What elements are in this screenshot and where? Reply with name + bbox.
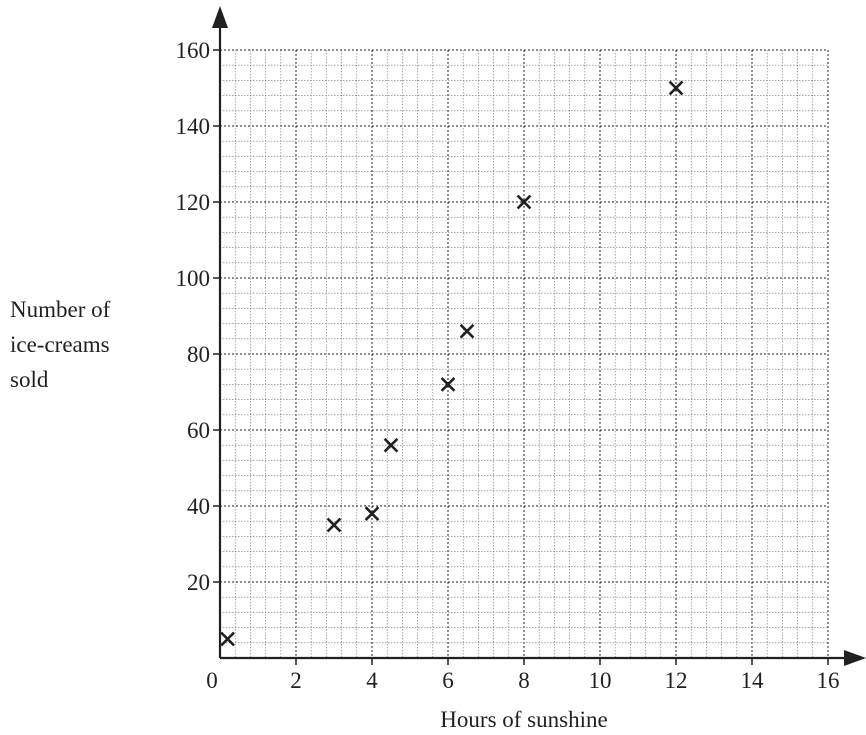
- plot-grid: [219, 49, 829, 659]
- data-point: [459, 323, 475, 339]
- y-tick-label: 160: [176, 38, 211, 63]
- y-tick-label: 140: [176, 114, 211, 139]
- data-point: [326, 517, 342, 533]
- y-tick-label: 20: [187, 570, 210, 595]
- y-tick-label: 40: [187, 494, 210, 519]
- x-tick-label: 8: [518, 668, 530, 693]
- x-axis-arrow: [844, 650, 866, 666]
- data-points: [220, 80, 684, 647]
- x-tick-label: 12: [665, 668, 688, 693]
- x-tick-label: 10: [589, 668, 612, 693]
- data-point: [364, 506, 380, 521]
- x-tick-label: 6: [442, 668, 454, 693]
- tick-labels: 0 2 4 6 8 10 12 14 16 20 40 60 80 100 120 140 160: [176, 38, 840, 693]
- x-tick-label: 4: [366, 668, 378, 693]
- y-axis-title-line-1: Number of: [10, 297, 111, 322]
- y-axis-title-line-3: sold: [10, 367, 49, 392]
- y-tick-label: 60: [187, 418, 210, 443]
- x-axis-title: Hours of sunshine: [440, 707, 607, 732]
- y-tick-label: 100: [176, 266, 211, 291]
- x-tick-label: 16: [817, 668, 840, 693]
- x-tick-label: 0: [206, 668, 218, 693]
- data-point: [220, 631, 235, 647]
- x-tick-label: 2: [290, 668, 302, 693]
- data-point: [383, 437, 399, 453]
- y-tick-label: 120: [176, 190, 211, 215]
- y-tick-label: 80: [187, 342, 210, 367]
- data-point: [668, 80, 684, 96]
- y-axis-arrow: [212, 6, 228, 28]
- y-axis-title-line-2: ice-creams: [10, 332, 110, 357]
- data-point: [440, 377, 456, 392]
- x-tick-label: 14: [741, 668, 765, 693]
- data-point: [516, 194, 532, 210]
- axes: [212, 6, 866, 666]
